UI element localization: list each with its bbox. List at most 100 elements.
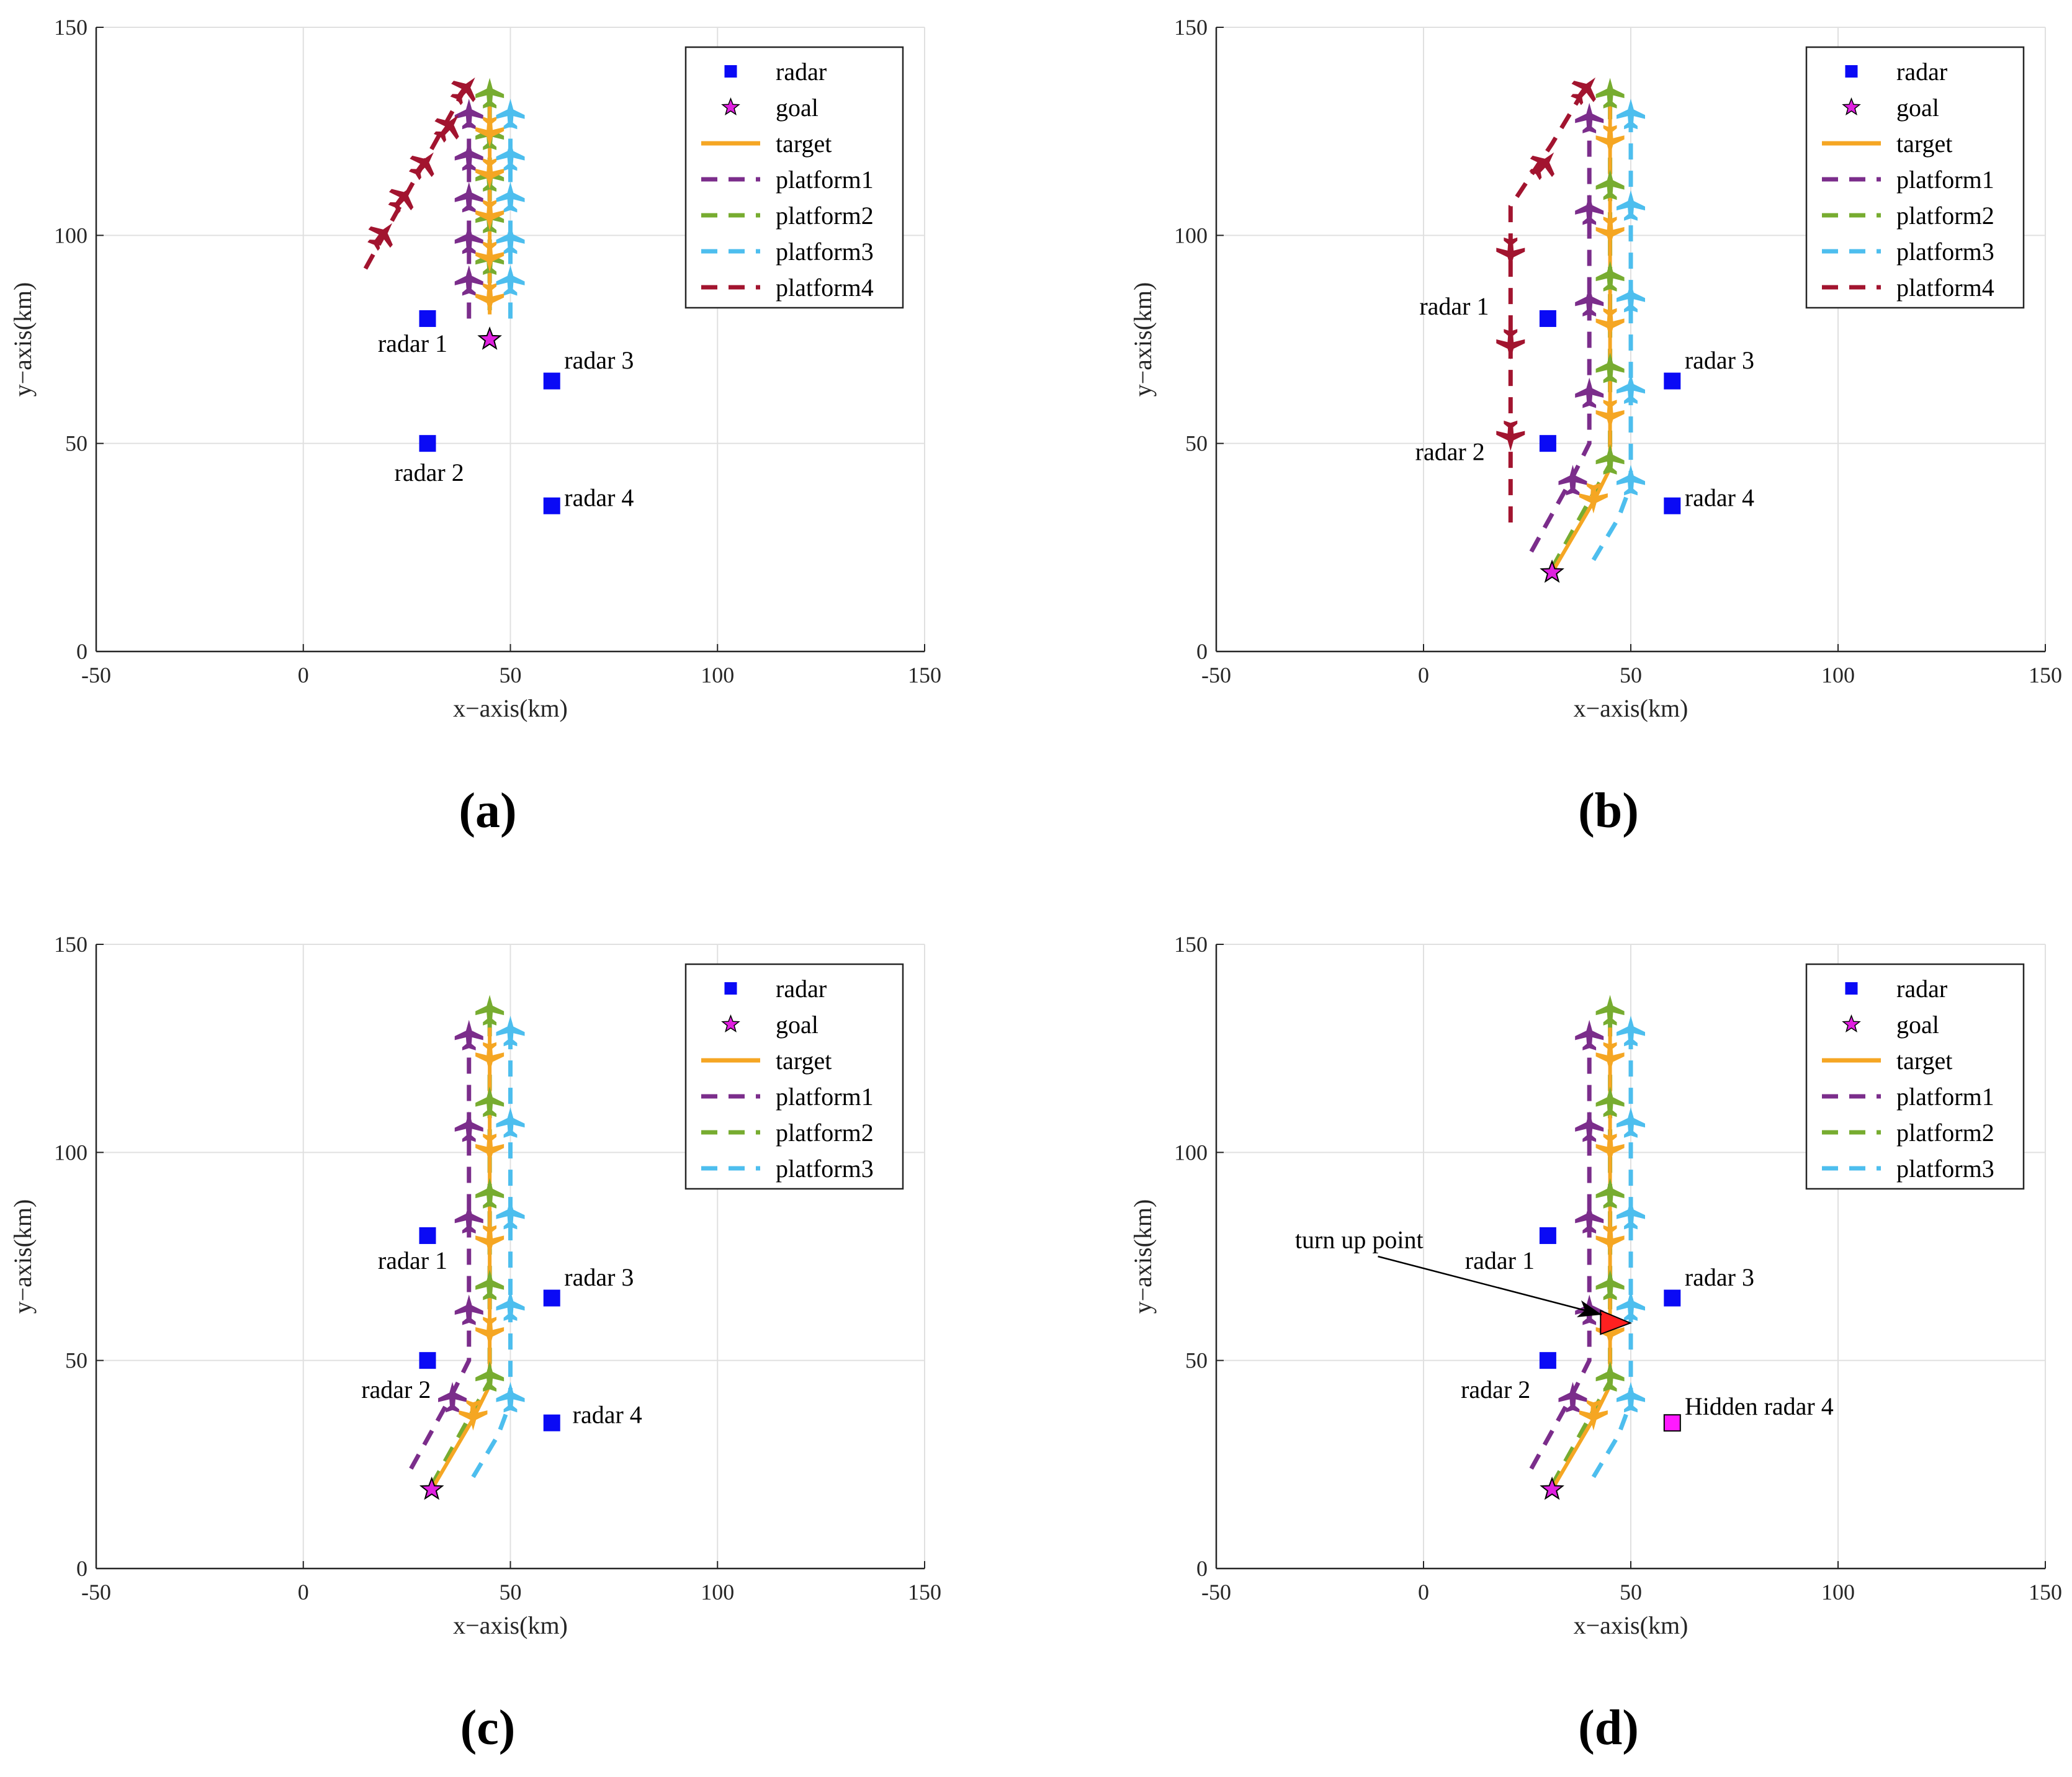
- platform1-plane: [1575, 1111, 1604, 1142]
- annotation-arrowhead: [1576, 1300, 1602, 1317]
- platform3-plane: [496, 1382, 525, 1413]
- platform2-plane: [475, 1361, 505, 1392]
- platform1-plane: [454, 265, 483, 296]
- platform2-plane: [475, 995, 505, 1026]
- x-tick-label: 150: [908, 1580, 941, 1605]
- radar-marker: [419, 310, 436, 327]
- x-axis-label: x−axis(km): [453, 694, 568, 722]
- platform3-plane: [496, 1290, 525, 1321]
- platform2-plane: [1595, 1361, 1625, 1392]
- platform1-plane: [1575, 377, 1604, 408]
- legend-entry-label: target: [1896, 1047, 1952, 1075]
- radar-label: radar 2: [1461, 1376, 1530, 1403]
- target-plane: [1579, 483, 1608, 514]
- platform4-plane: [408, 152, 434, 181]
- target-path: [430, 1027, 492, 1491]
- legend-entry-label: platform2: [776, 1119, 874, 1147]
- x-tick-label: 0: [298, 663, 309, 687]
- y-tick-label: 50: [1185, 431, 1208, 456]
- platform4-plane: [1496, 237, 1525, 268]
- y-tick-label: 100: [54, 223, 87, 248]
- platform1-plane: [454, 223, 483, 254]
- radar-label: radar 3: [564, 346, 634, 374]
- platform1-path: [409, 1027, 472, 1470]
- radar-marker: [1664, 497, 1681, 514]
- platform3-plane: [1617, 373, 1645, 404]
- y-axis-label: y−axis(km): [1129, 282, 1157, 397]
- goal-marker: [419, 1476, 444, 1500]
- legend-goal-swatch: [721, 97, 740, 116]
- legend-entry-label: platform3: [776, 1155, 874, 1183]
- radar-label: radar 4: [1685, 483, 1754, 511]
- x-tick-label: 50: [500, 1580, 522, 1605]
- platform3-plane: [1617, 99, 1645, 130]
- platform2-plane: [1595, 1269, 1625, 1300]
- platform2-plane: [1595, 444, 1625, 475]
- platform3-plane: [496, 1199, 525, 1230]
- radar-marker: [1539, 1352, 1556, 1369]
- radar-label: radar 4: [573, 1400, 642, 1428]
- x-tick-label: 100: [1821, 1580, 1855, 1605]
- platform2-plane: [1595, 261, 1625, 292]
- platform4-plane: [388, 186, 414, 213]
- legend-entry-label: platform3: [776, 238, 874, 266]
- platform3-plane: [496, 223, 525, 254]
- platform1-plane: [1575, 1019, 1604, 1050]
- target-plane: [459, 1400, 488, 1431]
- platform2-plane: [1595, 169, 1625, 200]
- platform3-plane: [496, 1016, 525, 1047]
- platform4-plane: [367, 223, 393, 251]
- legend-radar-swatch: [1845, 65, 1858, 78]
- platform4-plane: [1496, 420, 1525, 452]
- target-plane: [1579, 1400, 1608, 1431]
- turn-point-marker: [1600, 1309, 1632, 1335]
- radar-marker: [419, 435, 436, 452]
- target-plane: [475, 1225, 505, 1256]
- radar-marker: [419, 1227, 436, 1244]
- legend-box: [684, 46, 904, 309]
- legend-entry-label: platform1: [776, 166, 874, 194]
- target-plane: [1595, 125, 1625, 156]
- radar-label: radar 3: [1685, 346, 1754, 374]
- platform3-path: [1591, 1027, 1633, 1479]
- x-tick-label: -50: [81, 1580, 111, 1605]
- panel-label-d: (d): [1578, 1701, 1639, 1755]
- y-tick-label: 150: [1174, 15, 1208, 40]
- chart-panel-a: -50 0 50 100 150050100150x−axis(km)y−axis(km…: [9, 15, 941, 722]
- x-tick-label: -50: [81, 663, 111, 687]
- platform3-plane: [1617, 1290, 1645, 1321]
- platform1-plane: [454, 182, 483, 213]
- radar-label: radar 4: [564, 483, 634, 511]
- target-plane: [475, 158, 505, 189]
- platform2-plane: [1595, 1086, 1625, 1117]
- platform3-plane: [1617, 1199, 1645, 1230]
- x-tick-label: 50: [1620, 663, 1642, 687]
- legend-entry-label: goal: [776, 94, 818, 122]
- legend-entry-label: target: [776, 1047, 832, 1075]
- radar-label: radar 2: [361, 1376, 431, 1403]
- x-tick-label: 150: [2029, 1580, 2062, 1605]
- x-tick-label: 50: [1620, 1580, 1642, 1605]
- legend-entry-label: platform1: [1896, 166, 1994, 194]
- target-path: [1550, 1027, 1612, 1491]
- platform2-plane: [1595, 78, 1625, 109]
- legend-entry-label: platform4: [1896, 274, 1994, 302]
- platform1-plane: [454, 1111, 483, 1142]
- platform1-path: [1529, 110, 1592, 553]
- platform2-plane: [475, 1269, 505, 1300]
- platform2-plane: [1595, 995, 1625, 1026]
- platform1-plane: [1575, 1202, 1604, 1234]
- legend-entry-label: platform2: [1896, 202, 1994, 230]
- radar-marker: [1664, 372, 1681, 390]
- platform3-plane: [1617, 1107, 1645, 1138]
- y-tick-label: 100: [1174, 1140, 1208, 1165]
- legend-entry-label: platform1: [776, 1083, 874, 1111]
- radar-marker: [543, 1414, 560, 1431]
- platform3-plane: [496, 182, 525, 213]
- radar-marker: [1539, 310, 1556, 327]
- target-plane: [475, 1134, 505, 1165]
- chart-panel-c: -50 0 50 100 150050100150x−axis(km)y−axis(km…: [9, 932, 941, 1639]
- target-plane: [1595, 217, 1625, 248]
- panel-label-c: (c): [460, 1701, 516, 1755]
- radar-marker: [543, 372, 560, 390]
